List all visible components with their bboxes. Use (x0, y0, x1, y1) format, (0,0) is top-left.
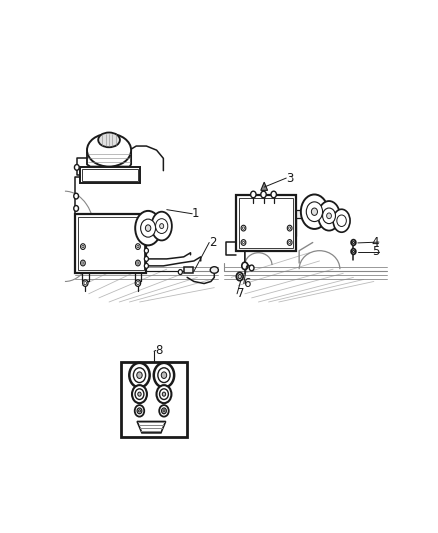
Circle shape (351, 240, 356, 245)
Polygon shape (261, 182, 268, 190)
Bar (78, 216, 144, 270)
Text: 2: 2 (209, 236, 216, 249)
Circle shape (162, 408, 166, 414)
Circle shape (159, 224, 164, 229)
Circle shape (135, 389, 144, 400)
Circle shape (311, 208, 318, 215)
Circle shape (74, 206, 78, 211)
Bar (75, 214, 146, 273)
Polygon shape (141, 431, 162, 432)
Bar (296, 211, 314, 218)
Bar (239, 198, 293, 248)
Circle shape (135, 260, 140, 266)
Circle shape (178, 270, 182, 274)
Ellipse shape (135, 211, 161, 245)
Circle shape (137, 408, 142, 414)
Ellipse shape (98, 133, 120, 147)
Circle shape (145, 256, 148, 261)
Circle shape (132, 385, 147, 403)
Text: 3: 3 (286, 172, 293, 184)
Circle shape (82, 245, 84, 248)
Circle shape (145, 248, 148, 253)
Circle shape (82, 262, 84, 264)
Text: 7: 7 (237, 287, 244, 300)
Text: 4: 4 (372, 236, 379, 248)
Circle shape (287, 240, 292, 245)
Text: 1: 1 (192, 207, 199, 220)
Circle shape (137, 372, 142, 378)
Circle shape (289, 241, 291, 244)
Circle shape (159, 405, 169, 417)
Circle shape (137, 245, 139, 248)
Circle shape (84, 281, 87, 285)
Circle shape (161, 372, 167, 378)
Circle shape (81, 260, 85, 266)
Circle shape (242, 262, 248, 270)
Bar (80, 166, 140, 183)
Polygon shape (140, 428, 162, 429)
Polygon shape (138, 422, 165, 424)
Ellipse shape (152, 212, 172, 240)
Circle shape (135, 244, 140, 249)
Ellipse shape (318, 201, 340, 231)
Circle shape (81, 244, 85, 249)
Circle shape (327, 213, 332, 219)
Circle shape (322, 208, 336, 224)
Text: 6: 6 (244, 277, 251, 290)
Circle shape (251, 191, 256, 198)
Bar (237, 195, 296, 251)
Circle shape (83, 280, 88, 286)
Circle shape (351, 248, 356, 254)
Circle shape (137, 262, 139, 264)
Circle shape (135, 405, 144, 417)
Bar (141, 225, 155, 230)
Circle shape (155, 219, 168, 233)
Circle shape (74, 193, 78, 199)
Circle shape (271, 191, 276, 198)
Circle shape (135, 280, 141, 286)
Circle shape (145, 225, 151, 231)
Circle shape (243, 227, 244, 229)
Circle shape (74, 165, 79, 170)
Circle shape (306, 202, 322, 222)
Circle shape (154, 363, 174, 387)
Ellipse shape (333, 209, 350, 232)
Circle shape (353, 241, 354, 244)
Circle shape (287, 225, 292, 231)
Circle shape (353, 251, 354, 253)
Bar (82, 168, 138, 181)
Bar (184, 266, 193, 273)
Bar (121, 361, 187, 438)
Circle shape (145, 263, 148, 268)
Circle shape (159, 389, 168, 400)
Circle shape (138, 410, 141, 412)
Circle shape (141, 219, 155, 237)
Circle shape (129, 363, 150, 387)
Circle shape (337, 215, 346, 227)
Ellipse shape (210, 266, 219, 273)
Circle shape (243, 241, 244, 244)
Circle shape (137, 281, 139, 285)
Ellipse shape (87, 134, 131, 166)
Circle shape (163, 410, 165, 412)
Ellipse shape (301, 195, 328, 229)
Text: 5: 5 (372, 245, 379, 259)
Circle shape (162, 392, 166, 396)
Circle shape (158, 368, 170, 383)
Circle shape (138, 392, 141, 396)
Circle shape (241, 240, 246, 245)
Polygon shape (139, 425, 164, 426)
Polygon shape (137, 422, 166, 433)
Circle shape (261, 191, 266, 198)
Circle shape (238, 274, 241, 279)
Circle shape (237, 272, 243, 281)
Circle shape (249, 265, 254, 271)
Circle shape (156, 385, 171, 403)
Circle shape (241, 225, 246, 231)
Text: 8: 8 (155, 344, 163, 357)
Circle shape (289, 227, 291, 229)
Circle shape (133, 368, 145, 383)
